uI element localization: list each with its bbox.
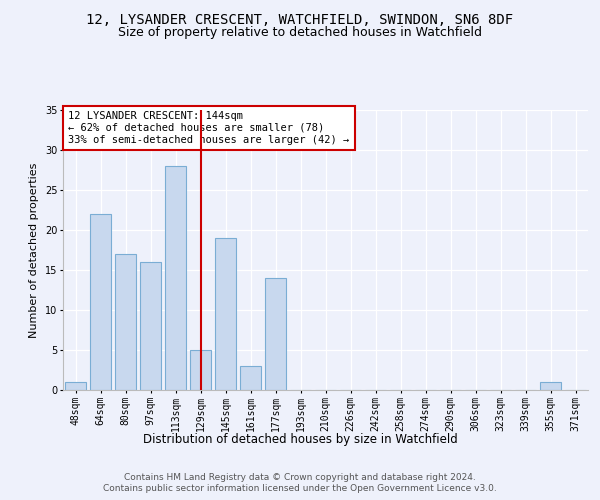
Bar (90, 214, 111, 390)
Bar (65, 382, 86, 390)
Bar (240, 366, 261, 390)
Text: Distribution of detached houses by size in Watchfield: Distribution of detached houses by size … (143, 432, 457, 446)
Bar (215, 238, 236, 390)
Bar (140, 262, 161, 390)
Bar (265, 278, 286, 390)
Bar (190, 350, 211, 390)
Text: Contains HM Land Registry data © Crown copyright and database right 2024.: Contains HM Land Registry data © Crown c… (124, 472, 476, 482)
Text: 12 LYSANDER CRESCENT: 144sqm
← 62% of detached houses are smaller (78)
33% of se: 12 LYSANDER CRESCENT: 144sqm ← 62% of de… (68, 112, 349, 144)
Text: Size of property relative to detached houses in Watchfield: Size of property relative to detached ho… (118, 26, 482, 39)
Bar (165, 166, 186, 390)
Text: 12, LYSANDER CRESCENT, WATCHFIELD, SWINDON, SN6 8DF: 12, LYSANDER CRESCENT, WATCHFIELD, SWIND… (86, 12, 514, 26)
Bar (115, 254, 136, 390)
Y-axis label: Number of detached properties: Number of detached properties (29, 162, 40, 338)
Text: Contains public sector information licensed under the Open Government Licence v3: Contains public sector information licen… (103, 484, 497, 493)
Bar (540, 382, 561, 390)
